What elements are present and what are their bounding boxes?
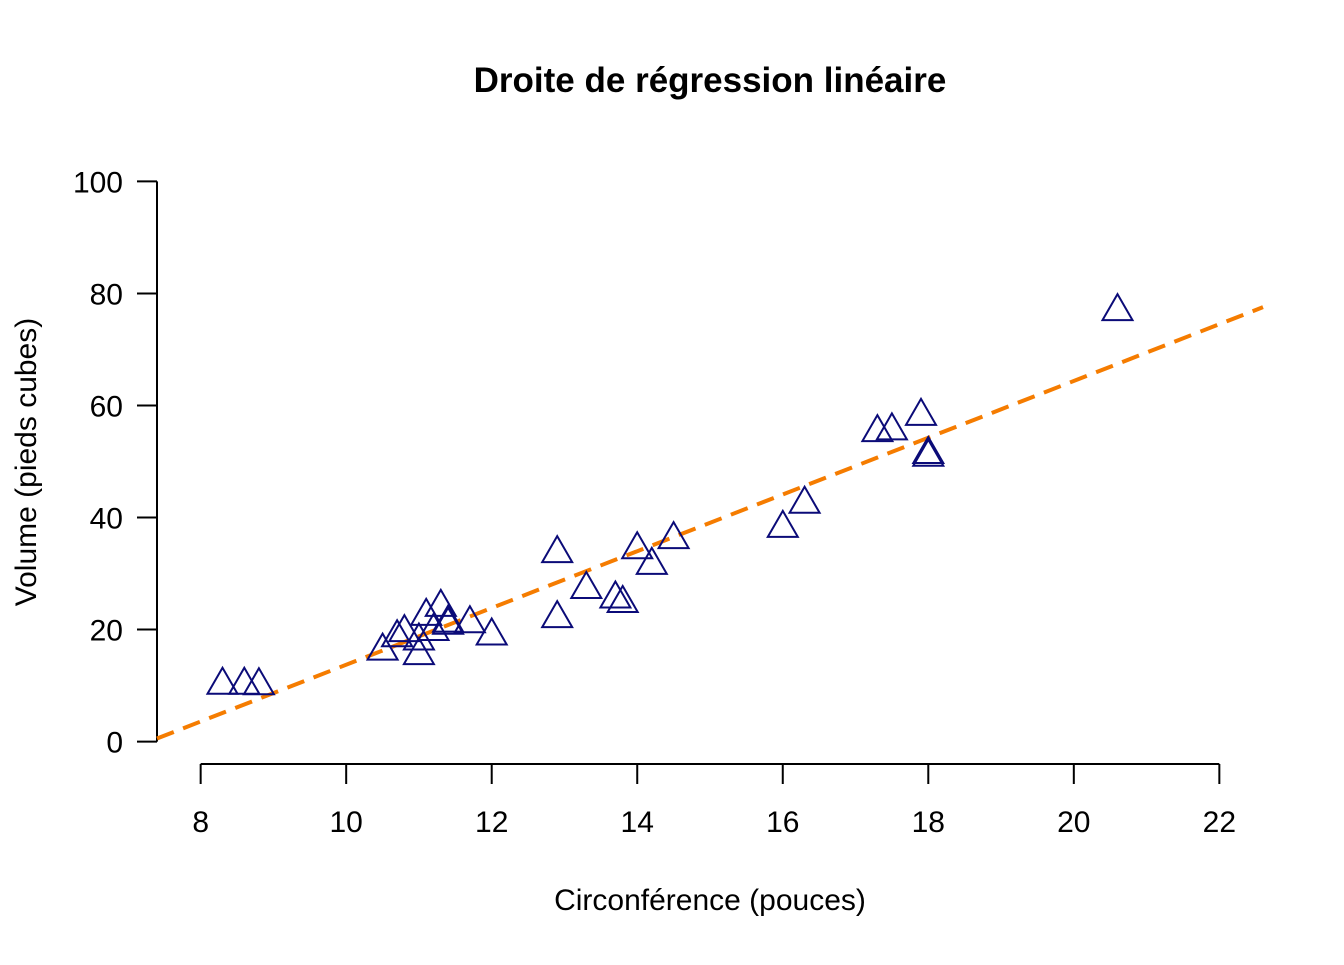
data-point	[431, 605, 465, 635]
data-point	[453, 604, 487, 634]
data-point	[380, 618, 414, 648]
y-tick-label: 0	[106, 727, 123, 760]
data-point	[205, 665, 240, 695]
data-point	[911, 434, 946, 464]
y-tick-label: 60	[90, 390, 123, 423]
x-axis-label: Circonférence (pouces)	[554, 884, 866, 917]
data-point	[474, 616, 509, 646]
y-axis: 0 20 40 60 80 100	[73, 166, 158, 760]
x-tick-label: 22	[1203, 806, 1236, 839]
data-point	[620, 530, 654, 560]
data-point	[402, 621, 436, 651]
data-point	[424, 587, 458, 617]
data-point	[227, 665, 262, 695]
data-point	[656, 520, 691, 550]
x-tick-label: 20	[1057, 806, 1090, 839]
data-point	[787, 484, 822, 514]
y-tick-label: 80	[90, 278, 123, 311]
chart-title: Droite de régression linéaire	[474, 61, 947, 100]
data-point	[1100, 292, 1135, 322]
data-point	[431, 603, 465, 633]
data-point	[904, 396, 938, 426]
x-tick-label: 18	[912, 806, 945, 839]
y-axis-label: Volume (pieds cubes)	[10, 318, 43, 607]
x-tick-label: 12	[475, 806, 508, 839]
y-tick-label: 40	[90, 503, 123, 536]
data-point	[860, 413, 895, 443]
data-point	[766, 508, 800, 538]
x-tick-label: 16	[766, 806, 799, 839]
data-point	[598, 579, 633, 609]
x-tick-label: 8	[192, 806, 209, 839]
data-point	[402, 636, 436, 666]
data-point	[416, 611, 451, 641]
regression-layer	[156, 305, 1264, 741]
data-point	[569, 569, 604, 599]
x-axis: 8 10 12 14 16 18 20 22	[192, 763, 1236, 839]
regression-line	[156, 305, 1264, 741]
data-point	[387, 613, 422, 643]
y-tick-label: 20	[90, 615, 123, 648]
data-point	[242, 666, 276, 696]
points-layer	[205, 292, 1135, 696]
data-point	[605, 583, 640, 613]
data-point	[911, 437, 946, 467]
data-point	[875, 411, 909, 441]
x-tick-label: 14	[621, 806, 654, 839]
x-tick-label: 10	[329, 806, 362, 839]
data-point	[540, 534, 574, 564]
y-tick-label: 100	[73, 166, 123, 199]
data-point	[540, 599, 574, 629]
data-point	[635, 545, 669, 575]
